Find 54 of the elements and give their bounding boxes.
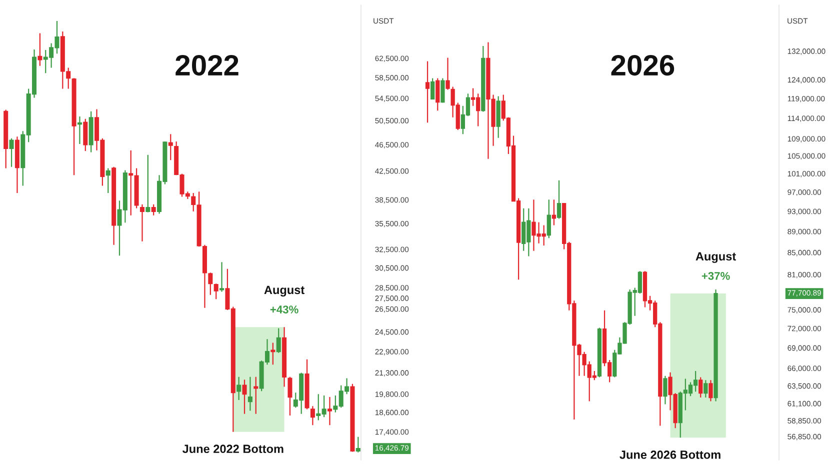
candlestick bbox=[288, 376, 292, 416]
candlestick bbox=[481, 45, 486, 112]
candlestick bbox=[72, 78, 76, 176]
candlestick bbox=[248, 376, 252, 412]
text: 2022 bbox=[176, 54, 238, 76]
annotation: August bbox=[696, 252, 736, 263]
candlestick bbox=[698, 376, 703, 398]
annotation: June 2026 Bottom bbox=[620, 450, 720, 459]
candlestick bbox=[77, 116, 82, 145]
candlestick bbox=[304, 358, 310, 410]
annotation: June 2022 Bottom bbox=[182, 444, 284, 454]
candlestick bbox=[704, 380, 708, 398]
candlestick bbox=[597, 327, 602, 378]
candlestick bbox=[214, 283, 218, 300]
candlestick bbox=[168, 134, 173, 161]
candlestick bbox=[242, 379, 247, 414]
candlestick bbox=[236, 376, 242, 401]
candlestick bbox=[282, 326, 287, 388]
candlestick bbox=[146, 154, 150, 213]
annotation: +43% bbox=[270, 306, 298, 314]
candlestick bbox=[208, 272, 213, 296]
candlestick bbox=[440, 78, 445, 104]
candlestick bbox=[151, 204, 156, 216]
candlestick bbox=[425, 60, 430, 124]
candlestick bbox=[254, 376, 258, 414]
candlestick bbox=[106, 168, 110, 194]
candlestick bbox=[546, 199, 551, 239]
candlestick bbox=[436, 78, 440, 112]
candlestick bbox=[327, 396, 332, 426]
annotation: +37% bbox=[702, 272, 730, 280]
candlestick bbox=[140, 204, 144, 242]
candlestick bbox=[9, 138, 14, 168]
candlestick bbox=[112, 166, 116, 246]
text: 2026 bbox=[611, 54, 674, 76]
candlestick bbox=[310, 406, 315, 426]
candlestick bbox=[446, 57, 450, 90]
candlestick bbox=[430, 78, 435, 100]
candlestick bbox=[88, 110, 94, 153]
candlestick bbox=[552, 199, 556, 226]
candlestick bbox=[4, 109, 8, 169]
candlestick bbox=[350, 383, 355, 452]
candlestick bbox=[276, 328, 281, 354]
candlestick bbox=[220, 262, 224, 292]
candlestick bbox=[714, 288, 718, 402]
candlestick bbox=[14, 136, 20, 194]
candlestick bbox=[708, 380, 713, 402]
candlestick bbox=[496, 96, 500, 138]
candlestick bbox=[356, 436, 360, 453]
annotation: August bbox=[264, 286, 304, 297]
candlestick bbox=[83, 118, 88, 152]
candlestick bbox=[663, 375, 668, 405]
candlestick bbox=[556, 180, 562, 220]
candlestick bbox=[270, 342, 276, 366]
candlestick bbox=[38, 32, 42, 66]
